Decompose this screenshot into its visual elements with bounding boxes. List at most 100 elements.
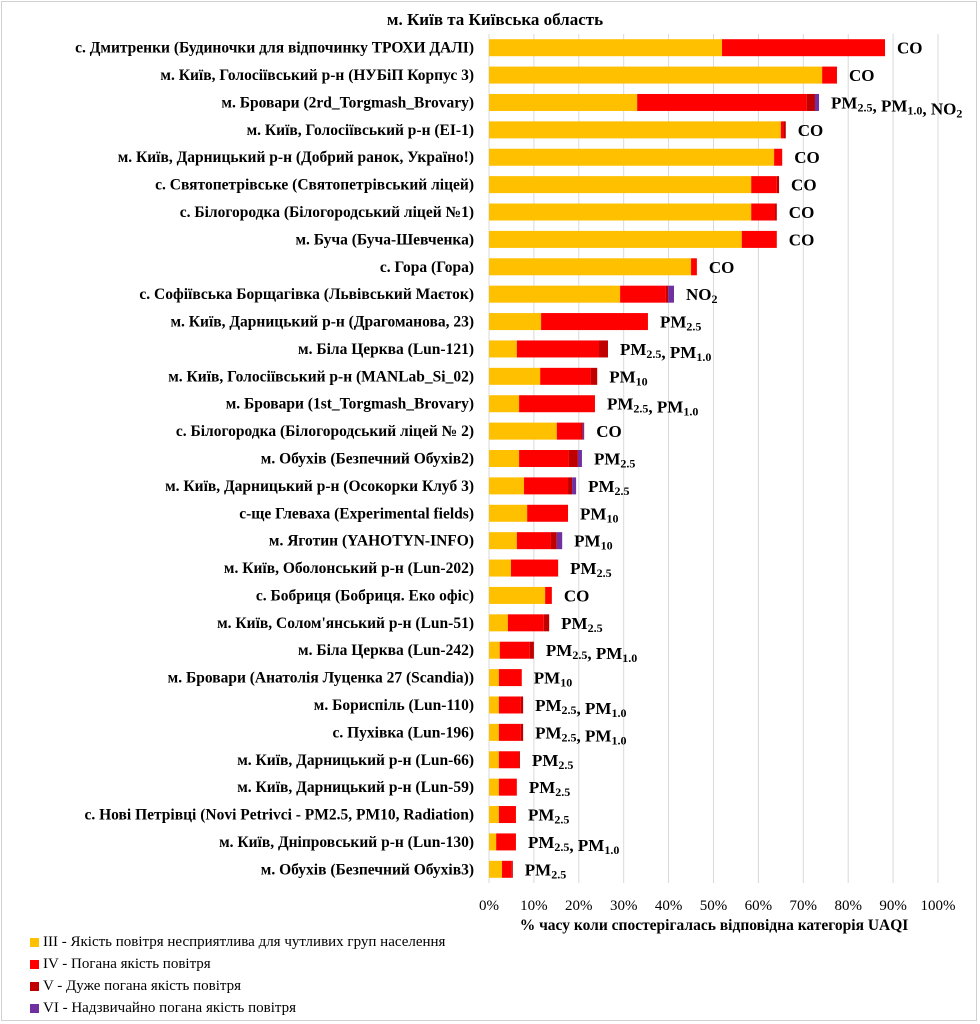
x-tick-label: 90%	[879, 898, 907, 914]
category-label: м. Київ, Солом'янський р-н (Lun-51)	[217, 615, 474, 632]
pollutant-subscript: 2.5	[686, 320, 701, 334]
bar-segment	[545, 586, 552, 604]
pollutant-subscript: 2.5	[572, 648, 587, 662]
category-label: с-ще Глеваха (Experimental fields)	[239, 505, 474, 522]
pollutant-subscript: 1.0	[611, 733, 626, 747]
pollutant-text: PM	[620, 340, 646, 359]
pollutant-subscript: 1.0	[622, 651, 637, 665]
pollutant-text: CO	[849, 66, 875, 85]
pollutant-label: PM2.5	[525, 860, 566, 881]
pollutant-text: PM	[535, 696, 561, 715]
bar-segment	[582, 422, 585, 440]
pollutant-subscript: 2.5	[554, 840, 569, 854]
bar-segment	[751, 176, 777, 194]
pollutant-label: PM2.5, PM1.0	[535, 723, 626, 747]
pollutant-text: PM	[535, 723, 561, 742]
bar-segment	[776, 176, 780, 194]
legend-item: V - Дуже погана якість повітря	[30, 975, 445, 997]
bar-segment	[489, 285, 621, 303]
bar-segment	[498, 723, 521, 741]
category-label: м. Біла Церква (Lun-121)	[298, 341, 474, 358]
bar-segment	[516, 340, 600, 358]
bar-segment	[489, 504, 528, 522]
x-tick-label: 70%	[790, 898, 818, 914]
bar-segment	[489, 230, 742, 248]
pollutant-subscript: 10	[601, 539, 613, 553]
category-label: м. Київ, Дарницький р-н (Lun-66)	[237, 752, 474, 769]
pollutant-label: CO	[789, 203, 815, 222]
pollutant-label: PM2.5	[570, 559, 611, 580]
pollutant-text: PM	[570, 559, 596, 578]
pollutant-subscript: 2.5	[554, 813, 569, 827]
bars	[489, 39, 886, 878]
pollutant-text: PM	[607, 395, 633, 414]
bar-segment	[568, 477, 573, 495]
category-label: с. Дмитренки (Будиночки для відпочинку Т…	[75, 40, 474, 57]
bar-segment	[620, 285, 666, 303]
category-label: м. Біла Церква (Lun-242)	[298, 642, 474, 659]
pollutant-subscript: 2.5	[615, 484, 630, 498]
pollutant-subscript: 2	[956, 106, 962, 120]
category-label: м. Буча (Буча-Шевченка)	[295, 231, 474, 248]
bar-segment	[529, 641, 534, 659]
category-label: с. Пухівка (Lun-196)	[333, 724, 475, 741]
pollutant-label: NO2	[686, 285, 718, 306]
bar-segment	[511, 559, 559, 577]
pollutant-subscript: 10	[560, 676, 572, 690]
pollutant-text: NO	[686, 285, 712, 304]
pollutant-label: PM2.5, PM1.0	[607, 395, 698, 419]
legend-label: IV - Погана якість повітря	[43, 955, 211, 972]
category-label: м. Київ, Голосіївський р-н (НУБіП Корпус…	[160, 67, 474, 84]
bar-segment	[498, 751, 520, 769]
pollutant-text: PM	[831, 93, 857, 112]
bar-segment	[519, 450, 569, 467]
bar-segment	[489, 751, 499, 769]
pollutant-subscript: 10	[636, 374, 648, 388]
bar-segment	[568, 450, 578, 467]
chart-title: м. Київ та Київська область	[386, 10, 604, 29]
pollutant-label: PM10	[580, 504, 618, 525]
pollutant-label: PM2.5	[594, 450, 635, 471]
x-tick-label: 50%	[700, 898, 728, 914]
x-tick-label: 100%	[921, 898, 956, 914]
pollutant-label: CO	[789, 230, 815, 249]
pollutant-label: PM2.5, PM1.0	[535, 696, 626, 720]
pollutant-subscript: 2.5	[857, 100, 872, 114]
category-label: м. Обухів (Безпечний Обухів3)	[261, 861, 474, 878]
category-label: м. Бровари (2rd_Torgmash_Brovary)	[221, 94, 474, 111]
category-label: с. Білогородка (Білогородський ліцей №1)	[180, 204, 474, 221]
bar-segment	[489, 93, 638, 111]
pollutant-text: , PM	[872, 96, 907, 115]
legend-item: VI - Надзвичайно погана якість повітря	[30, 997, 445, 1019]
pollutant-text: PM	[529, 778, 555, 797]
bar-segment	[775, 203, 777, 221]
bar-segment	[489, 532, 517, 550]
pollutant-label: PM2.5	[528, 806, 569, 827]
bar-segment	[489, 669, 499, 687]
pollutant-text: , PM	[661, 343, 696, 362]
bar-segment	[581, 422, 583, 440]
bar-segment	[499, 641, 530, 659]
category-label: м. Обухів (Безпечний Обухів2)	[261, 451, 474, 468]
x-tick-label: 0%	[479, 898, 499, 914]
pollutant-subscript: 2.5	[588, 621, 603, 635]
pollutant-text: CO	[897, 39, 923, 58]
bar-segment	[489, 367, 541, 385]
pollutant-label: CO	[849, 66, 875, 85]
pollutant-label: PM2.5, PM1.0	[528, 833, 619, 857]
pollutant-label: PM10	[609, 367, 647, 388]
bar-segment	[502, 860, 512, 878]
pollutant-subscript: 1.0	[907, 103, 922, 117]
bar-segment	[498, 696, 521, 714]
pollutant-label: CO	[564, 586, 590, 605]
bar-segment	[519, 751, 520, 769]
pollutant-subscript: 2.5	[562, 730, 577, 744]
bar-segment	[637, 93, 807, 111]
pollutant-label: PM2.5, PM1.0	[546, 641, 637, 665]
bar-segment	[489, 422, 557, 440]
bar-segment	[489, 641, 500, 659]
pollutant-text: , PM	[587, 644, 622, 663]
category-label: м. Київ, Дніпровський р-н (Lun-130)	[219, 834, 474, 851]
bar-segment	[489, 860, 503, 878]
